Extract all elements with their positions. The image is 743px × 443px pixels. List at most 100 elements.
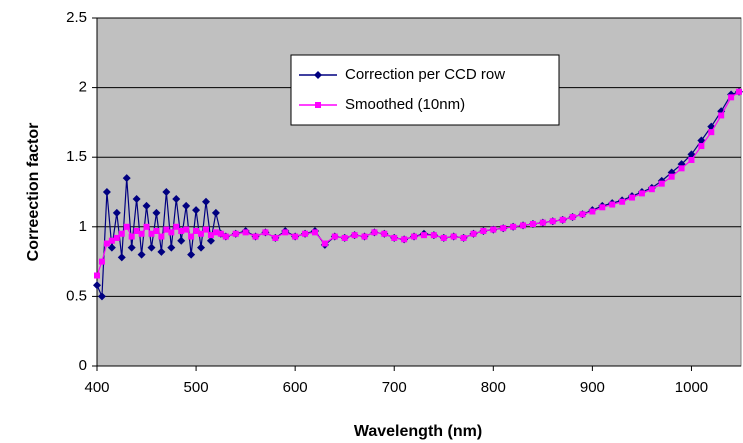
point: [118, 230, 125, 237]
legend-marker: [315, 102, 321, 108]
point: [262, 229, 269, 236]
point: [158, 233, 165, 240]
point: [178, 227, 185, 234]
legend-marker: [314, 71, 322, 79]
point: [470, 230, 477, 237]
point: [698, 143, 705, 150]
point: [182, 201, 191, 210]
point: [152, 208, 161, 217]
point: [510, 223, 517, 230]
point: [302, 230, 309, 237]
legend: [290, 54, 560, 126]
point: [736, 88, 743, 95]
point: [351, 232, 358, 239]
x-tick-label: 500: [184, 379, 209, 396]
point: [242, 229, 249, 236]
point: [619, 198, 626, 205]
x-tick-label: 900: [580, 379, 605, 396]
point: [162, 188, 171, 196]
point: [127, 243, 136, 252]
point: [198, 230, 205, 237]
point: [197, 243, 206, 252]
point: [579, 211, 586, 218]
x-tick-label: 800: [481, 379, 506, 396]
point: [638, 190, 645, 197]
point: [206, 236, 215, 245]
point: [292, 233, 299, 240]
point: [678, 165, 685, 172]
point: [569, 214, 576, 221]
point: [549, 218, 556, 225]
point: [589, 208, 596, 215]
point: [658, 180, 665, 187]
point: [450, 233, 457, 240]
x-tick-label: 400: [84, 379, 109, 396]
series: [94, 88, 743, 279]
point: [183, 226, 190, 233]
y-tick-label: 1.5: [66, 148, 87, 165]
point: [668, 173, 675, 180]
point: [172, 194, 181, 203]
point: [123, 223, 130, 230]
point: [728, 94, 735, 101]
point: [212, 229, 219, 236]
point: [147, 243, 156, 252]
point: [142, 201, 151, 210]
point: [167, 243, 176, 252]
legend-label: Correction per CCD row: [345, 66, 505, 83]
x-tick-label: 600: [283, 379, 308, 396]
y-tick-label: 2: [79, 79, 87, 96]
point: [113, 234, 120, 241]
x-tick-label: 1000: [675, 379, 708, 396]
point: [272, 234, 279, 241]
point: [163, 226, 170, 233]
point: [202, 226, 209, 233]
point: [490, 226, 497, 233]
point: [401, 236, 408, 243]
point: [282, 229, 289, 236]
point: [211, 208, 220, 217]
point: [480, 227, 487, 234]
point: [128, 233, 135, 240]
point: [381, 230, 388, 237]
point: [361, 233, 368, 240]
point: [430, 232, 437, 239]
point: [707, 122, 716, 131]
point: [311, 229, 318, 236]
point: [132, 194, 141, 203]
point: [94, 272, 100, 279]
y-tick-label: 1: [79, 218, 87, 235]
point: [98, 258, 105, 265]
point: [688, 156, 695, 163]
y-tick-label: 2.5: [66, 9, 87, 26]
point: [157, 247, 166, 256]
point: [207, 232, 214, 239]
point: [371, 229, 378, 236]
point: [138, 230, 145, 237]
point: [153, 227, 160, 234]
point: [148, 230, 155, 237]
point: [112, 208, 121, 217]
point: [321, 240, 328, 247]
point: [341, 234, 348, 241]
point: [440, 234, 447, 241]
x-tick-label: 700: [382, 379, 407, 396]
point: [529, 221, 536, 228]
y-tick-label: 0.5: [66, 287, 87, 304]
point: [201, 197, 210, 206]
point: [108, 237, 115, 244]
point: [520, 222, 527, 229]
point: [193, 227, 200, 234]
point: [708, 129, 715, 136]
point: [173, 223, 180, 230]
y-axis-title: Correection factor: [25, 123, 42, 262]
point: [500, 225, 507, 232]
point: [187, 250, 196, 259]
point: [143, 223, 150, 230]
point: [391, 234, 398, 241]
point: [718, 112, 725, 119]
point: [599, 204, 606, 211]
x-axis-title: Wavelength (nm): [354, 423, 482, 440]
point: [192, 206, 201, 215]
